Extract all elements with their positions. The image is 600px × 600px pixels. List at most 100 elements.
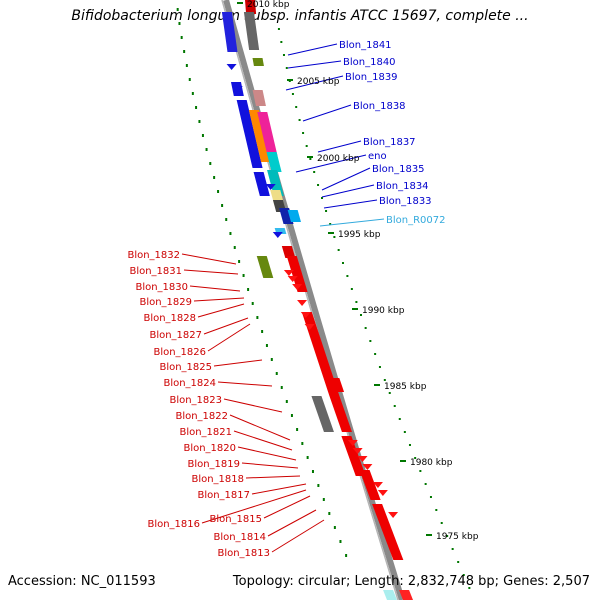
gene-arrow[interactable]: [362, 464, 373, 470]
gc-dot: [191, 92, 194, 95]
gene-arrow[interactable]: [372, 482, 383, 488]
gene-block[interactable]: [267, 170, 284, 196]
gene-label[interactable]: Blon_1821: [179, 427, 232, 438]
gc-dot: [429, 496, 432, 498]
gene-arrow[interactable]: [300, 312, 311, 318]
gene-label[interactable]: Blon_1838: [353, 101, 406, 112]
gene-arrow[interactable]: [347, 440, 358, 446]
gc-dot: [359, 314, 362, 316]
gene-block[interactable]: [359, 470, 381, 500]
gene-block[interactable]: [329, 396, 352, 432]
gene-label[interactable]: Blon_1822: [175, 411, 228, 422]
gene-label[interactable]: Blon_1837: [363, 137, 416, 148]
gene-block[interactable]: [329, 378, 345, 392]
scale-tick: [426, 534, 432, 536]
gene-block[interactable]: [243, 12, 260, 50]
gc-dot: [290, 414, 293, 417]
gene-labels[interactable]: Blon_1841 Blon_1840 Blon_1839 Blon_1838 Blon…: [127, 40, 445, 559]
gene-arrow[interactable]: [265, 184, 276, 190]
leader-line: [245, 475, 301, 479]
gene-label[interactable]: eno: [368, 151, 387, 162]
gene-arrow[interactable]: [292, 284, 303, 290]
gene-label[interactable]: Blon_1839: [345, 72, 398, 83]
leader-line: [193, 297, 245, 302]
gene-arrow[interactable]: [297, 300, 308, 306]
gc-dot: [393, 405, 396, 407]
gene-block[interactable]: [399, 590, 413, 600]
gene-label[interactable]: Blon_1833: [379, 196, 432, 207]
gc-dot: [446, 535, 449, 537]
gene-label[interactable]: Blon_1832: [127, 250, 180, 261]
leader-line: [287, 43, 338, 56]
gene-label[interactable]: Blon_1814: [213, 532, 266, 543]
gene-label[interactable]: Blon_1817: [197, 490, 250, 501]
gene-block[interactable]: [266, 152, 282, 172]
gene-label[interactable]: Blon_1841: [339, 40, 392, 51]
gene-label[interactable]: Blon_1826: [153, 347, 206, 358]
gene-arrow[interactable]: [388, 512, 399, 518]
gene-arrow[interactable]: [226, 64, 237, 70]
gc-dot: [188, 78, 191, 81]
gene-block[interactable]: [236, 100, 263, 168]
gc-dot: [205, 148, 208, 151]
gc-dot: [209, 162, 212, 165]
gc-dot: [198, 120, 201, 123]
gene-block[interactable]: [257, 112, 278, 156]
leader-line: [241, 462, 299, 469]
gene-label[interactable]: Blon_1819: [187, 459, 240, 470]
gene-block[interactable]: [341, 436, 366, 476]
gene-label[interactable]: Blon_1834: [376, 181, 429, 192]
gene-block[interactable]: [301, 312, 340, 396]
gene-label[interactable]: Blon_1824: [163, 378, 216, 389]
gene-block[interactable]: [287, 210, 301, 222]
gene-label[interactable]: Blon_1816: [147, 519, 200, 530]
gene-arrow[interactable]: [272, 232, 283, 238]
gene-arrow[interactable]: [304, 324, 315, 330]
gene-block[interactable]: [281, 246, 296, 258]
gene-block[interactable]: [248, 110, 272, 162]
gene-label[interactable]: Blon_1818: [191, 474, 244, 485]
gene-label[interactable]: Blon_1831: [129, 266, 182, 277]
gene-block[interactable]: [252, 58, 264, 66]
gene-label[interactable]: Blon_1827: [149, 330, 202, 341]
gc-dot: [195, 106, 198, 109]
leader-line: [285, 75, 344, 91]
gene-label[interactable]: Blon_R0072: [386, 215, 446, 226]
gene-label[interactable]: Blon_1829: [139, 297, 192, 308]
gene-block[interactable]: [372, 504, 404, 560]
gene-label[interactable]: Blon_1823: [169, 395, 222, 406]
gene-label[interactable]: Blon_1825: [159, 362, 212, 373]
gc-dot: [309, 158, 312, 160]
gene-block[interactable]: [311, 396, 334, 432]
gene-arrow[interactable]: [377, 490, 388, 496]
gene-label[interactable]: Blon_1840: [343, 57, 396, 68]
gene-block[interactable]: [221, 12, 238, 52]
gene-arrow[interactable]: [357, 456, 368, 462]
gene-arrow[interactable]: [283, 270, 294, 276]
gene-block[interactable]: [286, 256, 308, 292]
gene-arrow[interactable]: [232, 86, 243, 92]
gene-arrow[interactable]: [352, 448, 363, 454]
gc-dot: [317, 484, 320, 487]
gene-label[interactable]: Blon_1828: [143, 313, 196, 324]
gene-label[interactable]: Blon_1835: [372, 164, 425, 175]
gc-dot: [337, 249, 340, 251]
gc-dot: [280, 386, 283, 389]
gene-label[interactable]: Blon_1813: [217, 548, 270, 559]
gene-label[interactable]: Blon_1815: [209, 514, 262, 525]
gene-arrow[interactable]: [287, 276, 298, 282]
leader-line: [223, 398, 283, 413]
feature-track[interactable]: [221, 0, 413, 600]
gene-block[interactable]: [383, 590, 397, 600]
gc-dot: [225, 218, 228, 221]
gene-block[interactable]: [245, 0, 257, 14]
scale-tick: [400, 460, 406, 462]
gene-block[interactable]: [253, 172, 270, 196]
gene-label[interactable]: Blon_1820: [183, 443, 236, 454]
gene-block[interactable]: [256, 256, 274, 278]
gene-block[interactable]: [252, 90, 266, 106]
gc-dot: [408, 444, 411, 446]
gc-dot: [378, 366, 381, 368]
gene-label[interactable]: Blon_1830: [135, 282, 188, 293]
